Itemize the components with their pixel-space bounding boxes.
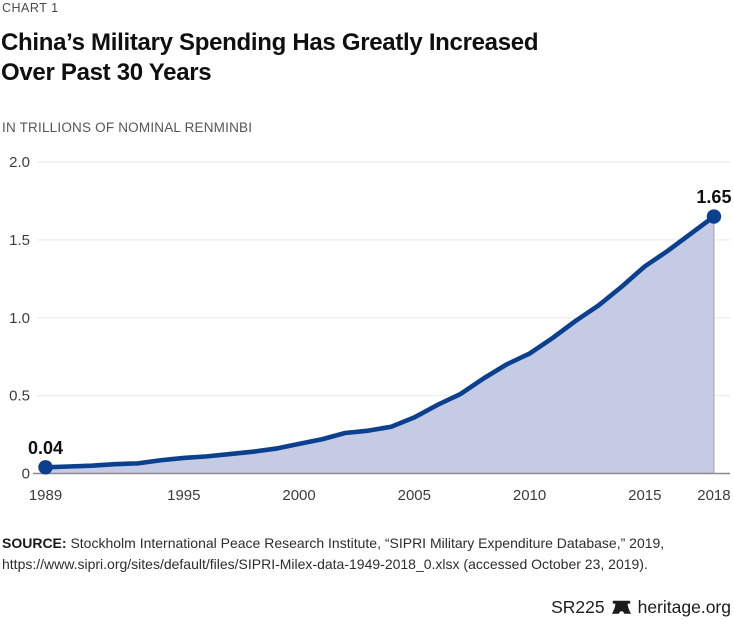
source-label: SOURCE:: [2, 535, 67, 551]
value-label-1989: 0.04: [28, 438, 63, 458]
spending-line: [43, 214, 717, 470]
y-tick-label: 1.5: [9, 232, 30, 249]
source-line2: https://www.sipri.org/sites/default/file…: [2, 556, 648, 572]
x-tick-label: 2000: [282, 487, 315, 504]
source-line1: SOURCE: Stockholm International Peace Re…: [2, 533, 664, 554]
chart-units-label: IN TRILLIONS OF NOMINAL RENMINBI: [2, 120, 253, 135]
y-tick-label: 0.5: [9, 388, 30, 405]
x-tick-label: 1995: [167, 487, 200, 504]
report-id: SR225: [551, 597, 605, 617]
data-point-2018: [706, 209, 722, 224]
chart-kicker: CHART 1: [2, 1, 59, 15]
area-fill: [45, 216, 714, 474]
x-tick-label: 2010: [513, 487, 546, 504]
y-tick-label: 2.0: [9, 154, 30, 171]
brand-domain: heritage.org: [637, 597, 731, 617]
y-tick-label: 1.0: [9, 310, 30, 327]
y-tick-label: 0: [22, 466, 30, 483]
x-tick-label: 2015: [628, 487, 661, 504]
chart-title-line1: China’s Military Spending Has Greatly In…: [1, 29, 539, 56]
heritage-bell-icon: [611, 600, 631, 614]
chart-title-line2: Over Past 30 Years: [1, 59, 212, 86]
data-point-1989: [38, 460, 53, 475]
source-note: SOURCE: Stockholm International Peace Re…: [2, 533, 664, 575]
chart-title: China’s Military Spending Has Greatly In…: [1, 28, 538, 88]
x-tick-label: 1989: [29, 487, 62, 504]
source-text: Stockholm International Peace Research I…: [70, 535, 665, 551]
x-tick-label: 2005: [398, 487, 431, 504]
footer-brand: SR225 heritage.org: [551, 597, 731, 618]
x-tick-label: 2018: [697, 487, 730, 504]
value-label-2018: 1.65: [696, 187, 731, 207]
